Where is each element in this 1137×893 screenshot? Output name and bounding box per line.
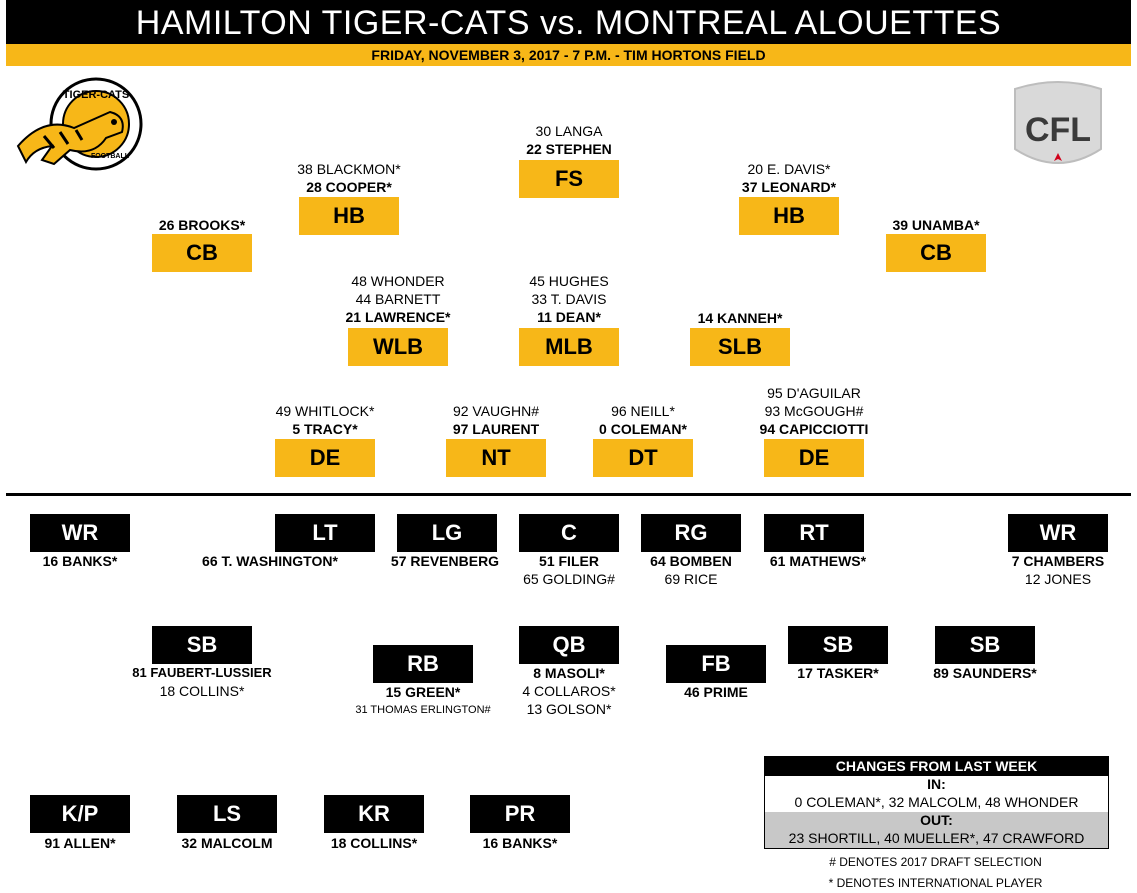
position-de-left: DE: [275, 439, 375, 477]
position-sb-right: SB: [935, 626, 1035, 664]
mlb-depth: 45 HUGHES 33 T. DAVIS 11 DEAN*: [529, 273, 609, 325]
dt-depth: 96 NEILL* 0 COLEMAN*: [599, 403, 687, 437]
position-lg: LG: [397, 514, 497, 552]
ls-depth: 32 MALCOLM: [181, 835, 273, 851]
position-slb: SLB: [690, 328, 790, 366]
tiger-cats-logo: TIGER-CATS FOOTBALL: [16, 77, 143, 171]
position-dt: DT: [593, 439, 693, 477]
position-fb: FB: [666, 645, 766, 683]
qb-depth: 8 MASOLI* 4 COLLAROS* 13 GOLSON*: [522, 665, 616, 717]
international-note: * DENOTES INTERNATIONAL PLAYER: [828, 876, 1043, 890]
position-ls: LS: [177, 795, 277, 833]
position-c: C: [519, 514, 619, 552]
svg-text:FOOTBALL: FOOTBALL: [91, 153, 130, 160]
changes-title: CHANGES FROM LAST WEEK: [765, 757, 1108, 776]
position-hb-left: HB: [299, 197, 399, 235]
position-wr-left: WR: [30, 514, 130, 552]
changes-out-value: 23 SHORTILL, 40 MUELLER*, 47 CRAWFORD: [765, 829, 1108, 848]
wr-right-depth: 7 CHAMBERS 12 JONES: [1011, 553, 1105, 587]
kr-depth: 18 COLLINS*: [330, 835, 418, 851]
position-nt: NT: [446, 439, 546, 477]
position-rg: RG: [641, 514, 741, 552]
page-title: HAMILTON TIGER-CATS vs. MONTREAL ALOUETT…: [6, 0, 1131, 44]
wr-left-depth: 16 BANKS*: [42, 553, 118, 569]
position-kr: KR: [324, 795, 424, 833]
hb-left-depth: 38 BLACKMON* 28 COOPER*: [297, 161, 401, 195]
c-depth: 51 FILER 65 GOLDING#: [523, 553, 615, 587]
changes-out-label: OUT:: [765, 812, 1108, 829]
sb-left-depth: 81 FAUBERT-LUSSIER 18 COLLINS*: [132, 665, 272, 699]
position-fs: FS: [519, 160, 619, 198]
lt-depth: 66 T. WASHINGTON*: [202, 553, 338, 569]
cb-right-depth: 39 UNAMBA*: [892, 217, 980, 233]
svg-text:CFL: CFL: [1025, 111, 1091, 149]
position-cb-right: CB: [886, 234, 986, 272]
position-mlb: MLB: [519, 328, 619, 366]
fs-depth: 30 LANGA 22 STEPHEN: [526, 123, 612, 157]
position-sb-left: SB: [152, 626, 252, 664]
cb-left-depth: 26 BROOKS*: [158, 217, 246, 233]
sb-right-depth: 89 SAUNDERS*: [933, 665, 1037, 681]
position-rb: RB: [373, 645, 473, 683]
kp-depth: 91 ALLEN*: [44, 835, 116, 851]
rg-depth: 64 BOMBEN 69 RICE: [650, 553, 732, 587]
de-right-depth: 95 D'AGUILAR 93 McGOUGH# 94 CAPICCIOTTI: [759, 385, 869, 437]
wlb-depth: 48 WHONDER 44 BARNETT 21 LAWRENCE*: [345, 273, 451, 325]
game-info-banner: FRIDAY, NOVEMBER 3, 2017 - 7 P.M. - TIM …: [6, 44, 1131, 66]
position-wlb: WLB: [348, 328, 448, 366]
fb-depth: 46 PRIME: [684, 684, 748, 700]
position-qb: QB: [519, 626, 619, 664]
cfl-logo: CFL: [1014, 81, 1102, 164]
position-hb-right: HB: [739, 197, 839, 235]
position-lt: LT: [275, 514, 375, 552]
position-cb-left: CB: [152, 234, 252, 272]
changes-in-value: 0 COLEMAN*, 32 MALCOLM, 48 WHONDER: [794, 794, 1079, 810]
logo-text: TIGER-CATS: [63, 89, 129, 101]
de-left-depth: 49 WHITLOCK* 5 TRACY*: [275, 403, 375, 437]
position-pr: PR: [470, 795, 570, 833]
slb-depth: 14 KANNEH*: [697, 310, 783, 326]
changes-box: CHANGES FROM LAST WEEK IN: 0 COLEMAN*, 3…: [764, 756, 1109, 849]
sb-mid-depth: 17 TASKER*: [797, 665, 879, 681]
lg-depth: 57 REVENBERG: [390, 553, 500, 569]
position-wr-right: WR: [1008, 514, 1108, 552]
rb-depth: 15 GREEN* 31 THOMAS ERLINGTON#: [355, 684, 491, 716]
position-rt: RT: [764, 514, 864, 552]
position-de-right: DE: [764, 439, 864, 477]
divider: [6, 493, 1131, 496]
changes-in-label: IN:: [927, 776, 946, 792]
position-kp: K/P: [30, 795, 130, 833]
draft-note: # DENOTES 2017 DRAFT SELECTION: [829, 855, 1042, 869]
position-sb-mid: SB: [788, 626, 888, 664]
pr-depth: 16 BANKS*: [482, 835, 558, 851]
rt-depth: 61 MATHEWS*: [769, 553, 867, 569]
nt-depth: 92 VAUGHN# 97 LAURENT: [452, 403, 540, 437]
hb-right-depth: 20 E. DAVIS* 37 LEONARD*: [741, 161, 837, 195]
